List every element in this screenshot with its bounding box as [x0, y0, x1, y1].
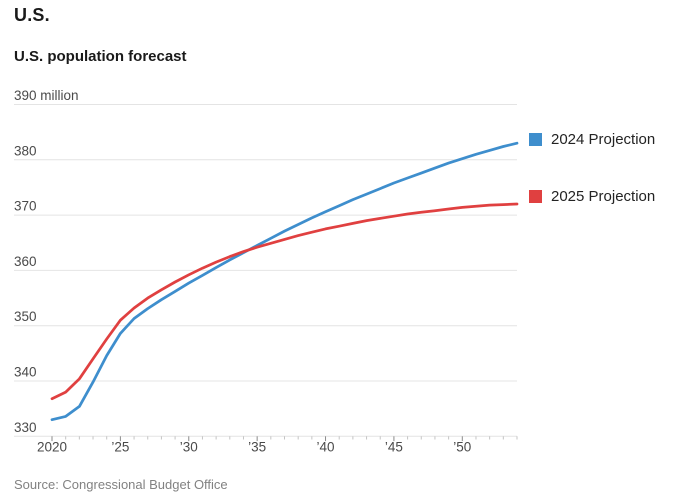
- x-axis-label: ’45: [385, 440, 403, 455]
- legend-swatch-2025: [529, 190, 542, 203]
- y-axis-label: 360: [14, 254, 37, 269]
- source-line: Source: Congressional Budget Office: [14, 477, 228, 492]
- series-line-2025-projection: [50, 202, 519, 401]
- chart-title: U.S. population forecast: [14, 48, 187, 65]
- y-axis-label: 370: [14, 199, 37, 214]
- x-axis-label: ’50: [453, 440, 471, 455]
- y-axis-label: 380: [14, 143, 37, 158]
- y-axis-label: 330: [14, 420, 37, 435]
- legend-item-2025: 2025 Projection: [529, 188, 655, 205]
- y-axis-label: 390 million: [14, 88, 79, 103]
- legend-swatch-2024: [529, 133, 542, 146]
- page-title: U.S.: [14, 5, 50, 25]
- series-line-2024-projection: [50, 141, 519, 422]
- x-axis-label: ’40: [317, 440, 335, 455]
- x-axis-label: 2020: [37, 440, 67, 455]
- legend-item-2024: 2024 Projection: [529, 131, 655, 148]
- legend-label-2024: 2024 Projection: [551, 131, 656, 148]
- x-axis-label: ’25: [111, 440, 129, 455]
- y-axis-label: 350: [14, 309, 37, 324]
- legend-label-2025: 2025 Projection: [551, 188, 656, 205]
- x-axis-label: ’35: [248, 440, 266, 455]
- y-axis-label: 340: [14, 365, 37, 380]
- x-axis-label: ’30: [180, 440, 198, 455]
